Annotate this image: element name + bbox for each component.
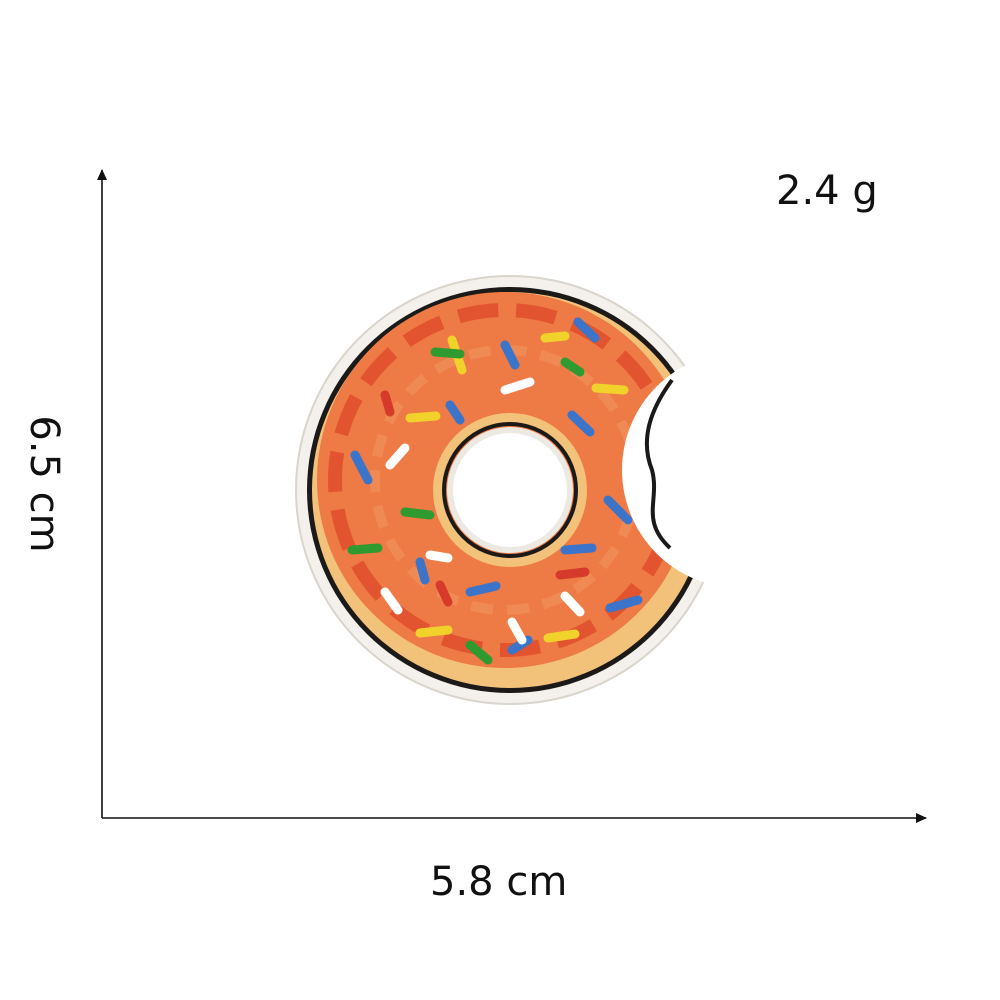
donut-hole-outline: [442, 422, 578, 558]
donut-hole-backing: [447, 427, 573, 553]
sprinkles: [347, 317, 643, 665]
weight-label: 2.4 g: [776, 168, 878, 214]
donut-hole-dough-ring: [433, 413, 587, 567]
height-dimension-label: 6.5 cm: [21, 415, 67, 553]
bite-edge: [644, 378, 674, 550]
frosting-stitch-ring: [328, 303, 682, 657]
width-dimension-label: 5.8 cm: [430, 859, 568, 905]
